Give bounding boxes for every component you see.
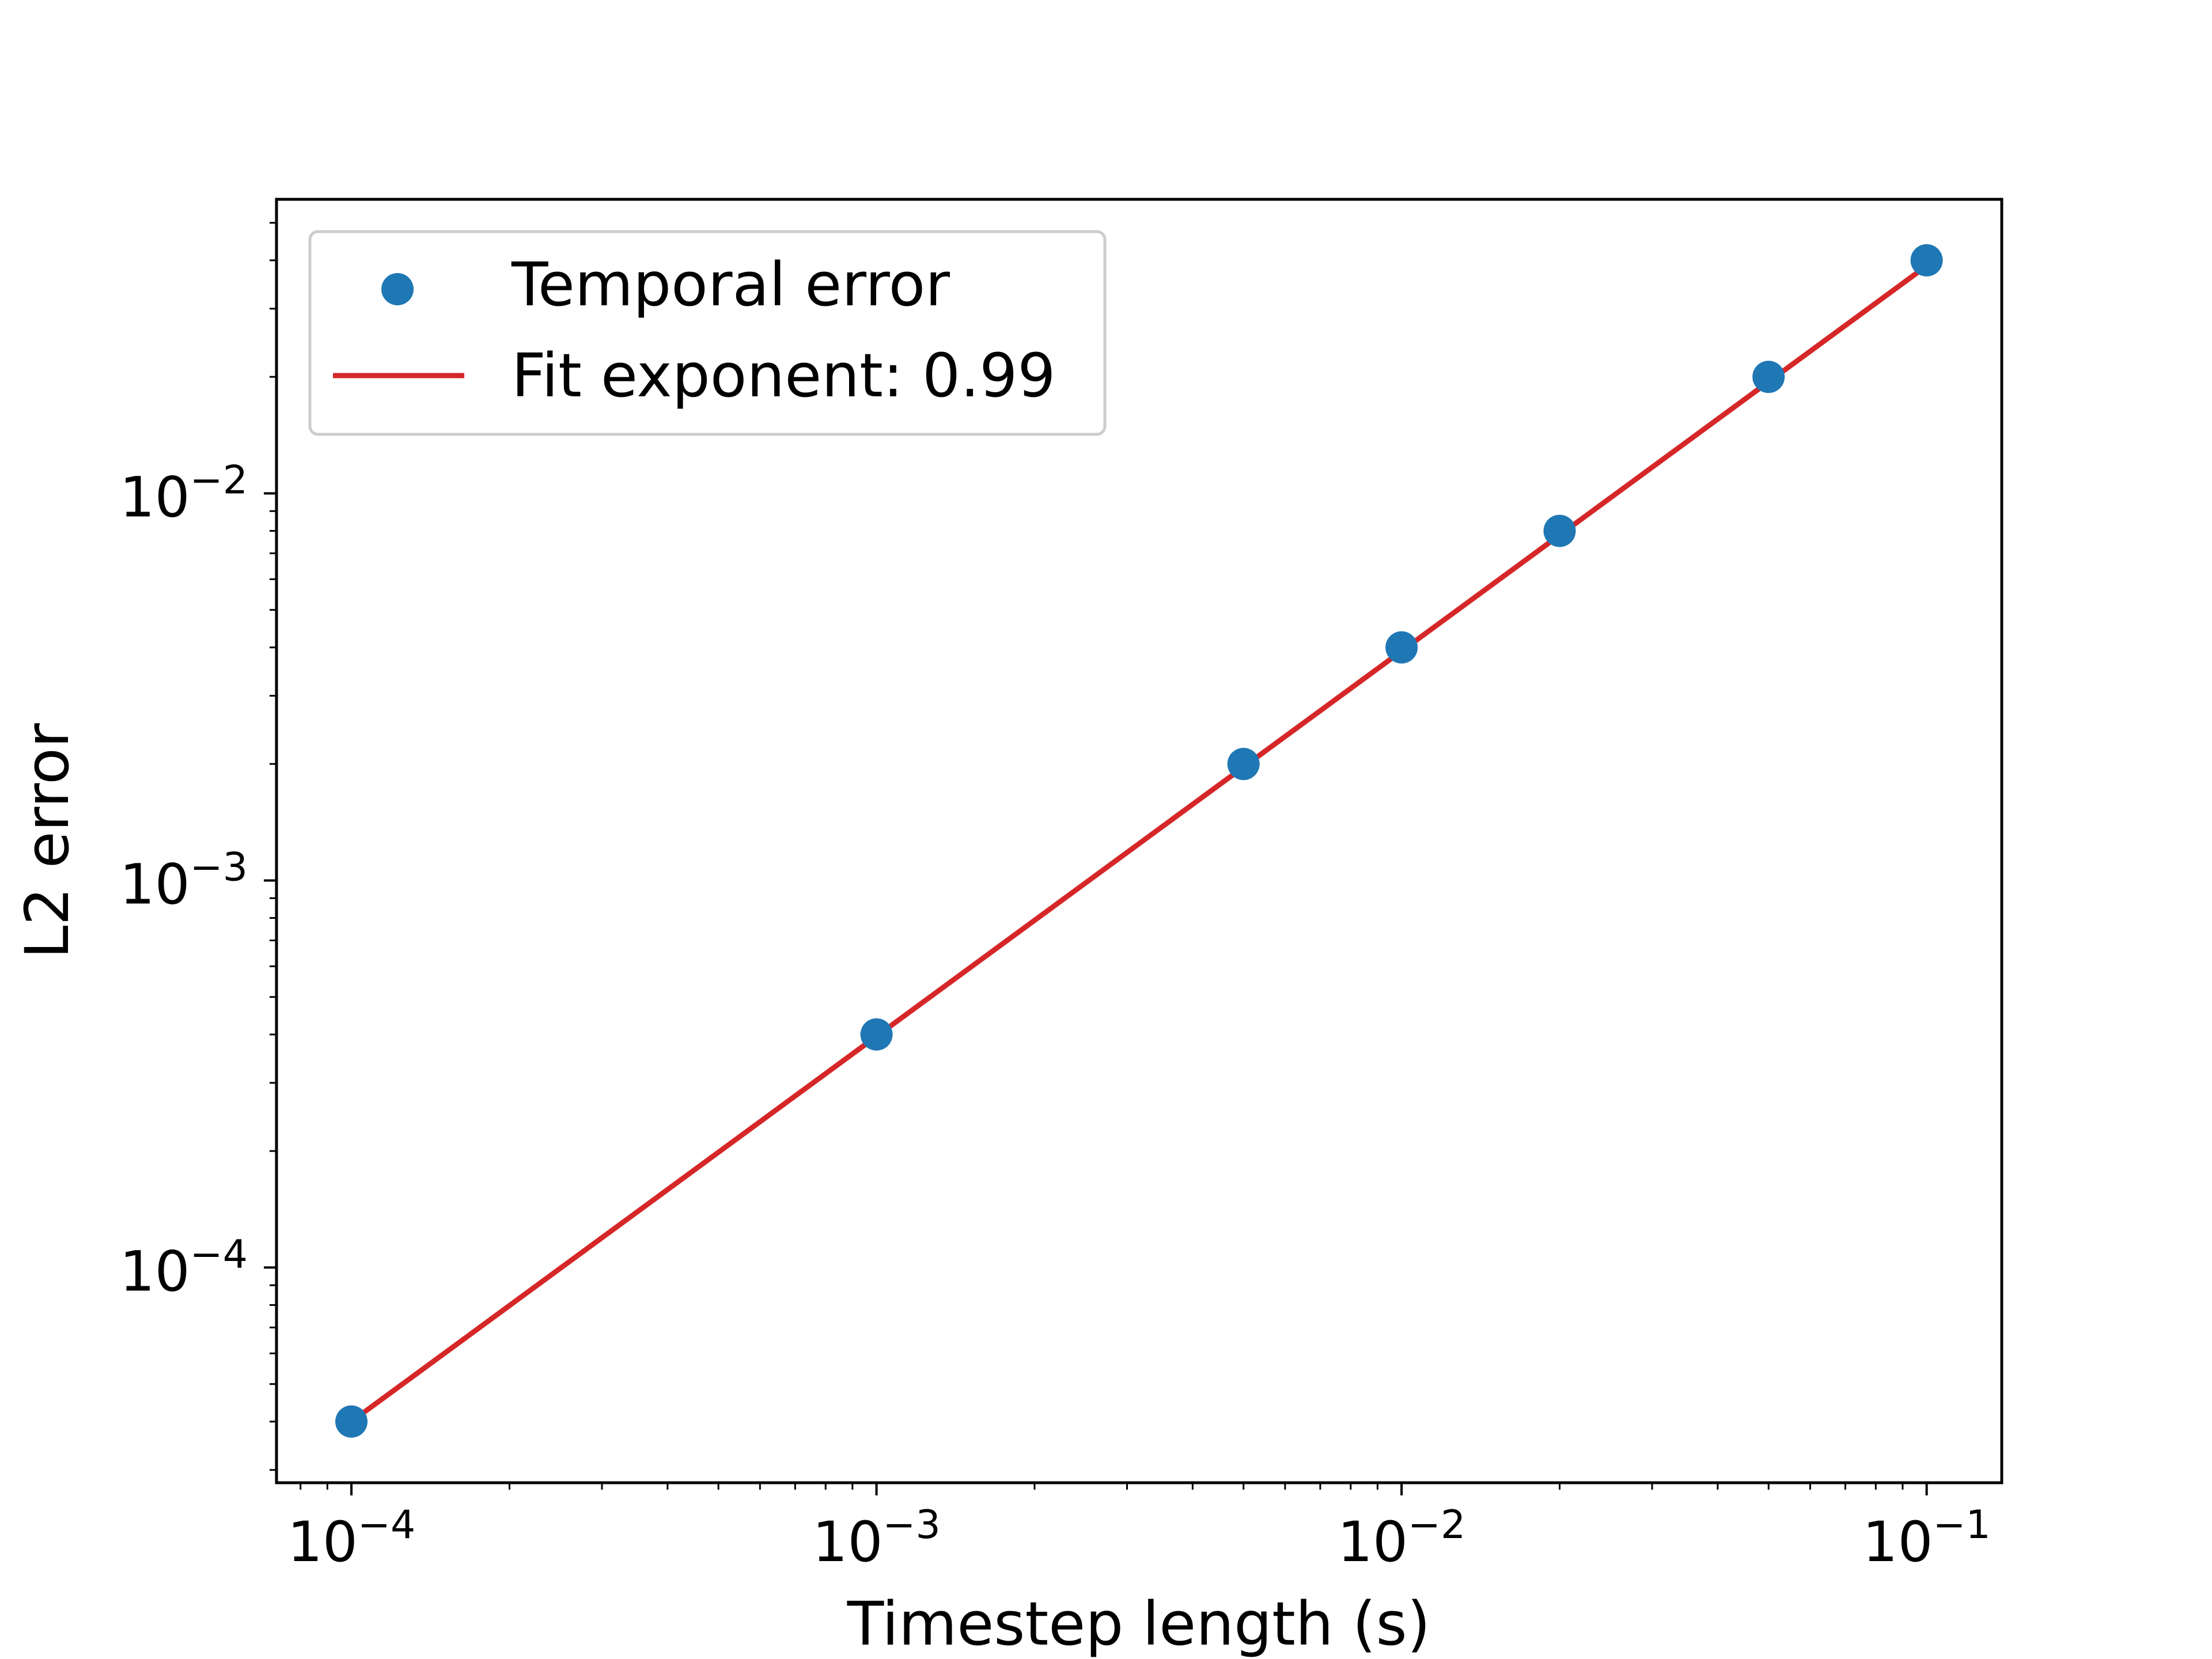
data-point [1910, 244, 1943, 276]
x-axis: 10−4 10−3 10−2 10−1 [287, 1483, 1991, 1574]
y-tick-label: 10−2 [120, 457, 248, 529]
y-tick-label: 10−3 [120, 844, 248, 916]
y-axis: 10−4 10−3 10−2 [120, 222, 276, 1471]
plot-frame [275, 198, 2003, 1484]
data-point [1227, 748, 1260, 781]
x-tick-label: 10−3 [812, 1502, 940, 1574]
fit-line [350, 263, 1929, 1424]
legend-label-fit: Fit exponent: 0.99 [512, 340, 1056, 411]
data-point [1752, 361, 1785, 393]
y-axis-label: L2 error [12, 723, 82, 959]
x-tick-label: 10−4 [287, 1502, 415, 1574]
legend-label-temporal-error: Temporal error [511, 249, 950, 320]
legend-marker-temporal-error [381, 273, 414, 305]
data-point [860, 1018, 893, 1051]
legend-box [308, 230, 1107, 436]
legend: Temporal error Fit exponent: 0.99 [308, 230, 1107, 436]
data-point [335, 1405, 368, 1438]
plot-content [335, 244, 1943, 1438]
x-axis-label: Timestep length (s) [847, 1589, 1430, 1659]
data-point [1543, 514, 1576, 547]
x-tick-label: 10−1 [1862, 1502, 1990, 1574]
x-tick-label: 10−2 [1338, 1502, 1465, 1574]
data-point [1385, 631, 1418, 664]
y-tick-label: 10−4 [120, 1232, 248, 1304]
